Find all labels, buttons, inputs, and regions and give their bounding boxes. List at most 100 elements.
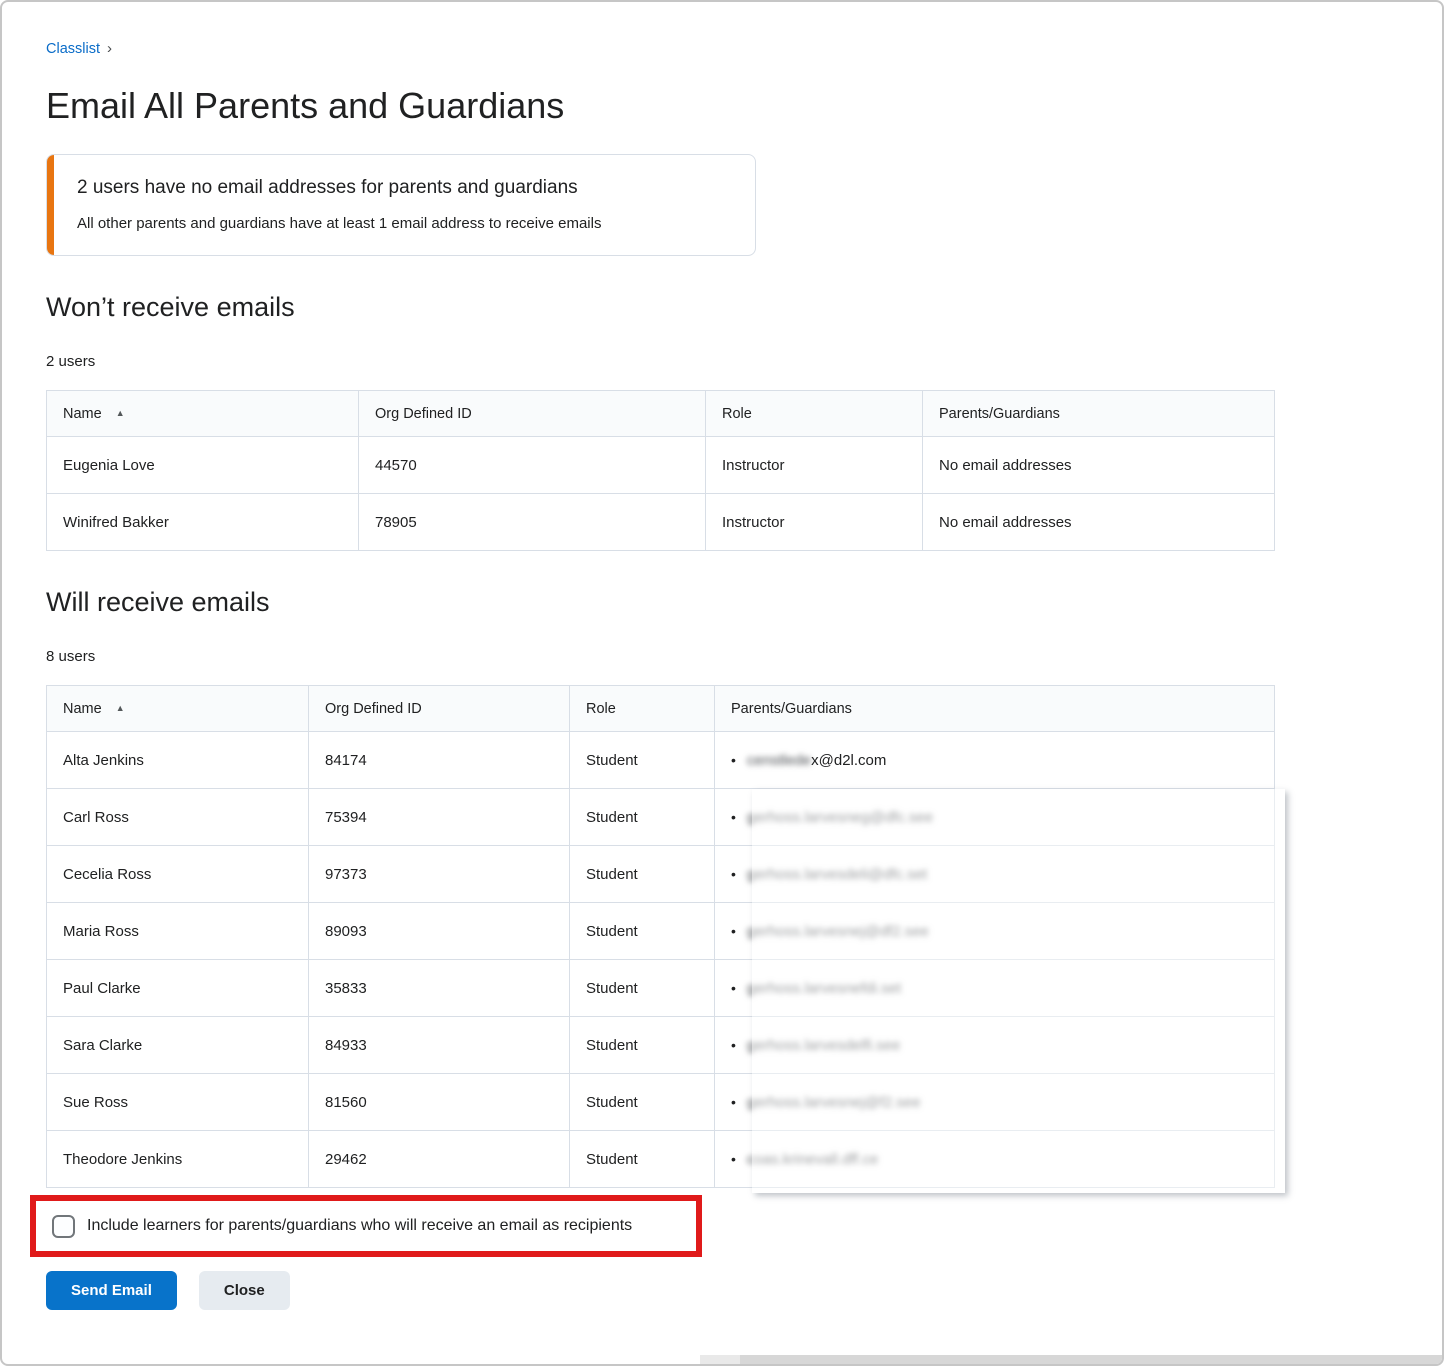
alert-banner: 2 users have no email addresses for pare… [46, 154, 756, 256]
cell-parents-email: • gerhoss.larvesdeli@dfc.set [714, 845, 1275, 903]
table-row: Cecelia Ross 97373 Student • gerhoss.larv… [46, 845, 1275, 903]
column-header-org-id: Org Defined ID [308, 685, 570, 732]
bullet-icon: • [731, 1150, 736, 1167]
table-row: Sue Ross 81560 Student • gerhoss.larvesne… [46, 1073, 1275, 1131]
column-header-parents: Parents/Guardians [922, 390, 1275, 437]
table-header-row: Name ▲ Org Defined ID Role Parents/Guardi… [46, 390, 1275, 437]
cell-org-id: 81560 [308, 1073, 570, 1131]
column-header-role: Role [569, 685, 715, 732]
blurred-email-text: gerhoss.larvesneg@dfc.see [746, 808, 934, 826]
red-annotation-box: Include learners for parents/guardians w… [30, 1195, 702, 1257]
table-header-row: Name ▲ Org Defined ID Role Parents/Guardi… [46, 685, 1275, 732]
cell-name: Paul Clarke [46, 959, 309, 1017]
sort-ascending-icon: ▲ [115, 407, 125, 418]
cell-org-id: 84174 [308, 731, 570, 789]
will-receive-heading: Will receive emails [46, 587, 270, 617]
cell-name: Eugenia Love [46, 436, 359, 494]
blurred-email-text: gerhoss.larvesdelfi.see [746, 1036, 901, 1054]
cell-parents-email: • censtledex@d2l.com [714, 731, 1275, 789]
table-row: Sara Clarke 84933 Student • gerhoss.larve… [46, 1016, 1275, 1074]
cell-name: Cecelia Ross [46, 845, 309, 903]
cell-role: Instructor [705, 493, 923, 551]
email-visible-suffix: x@d2l.com [811, 751, 887, 769]
will-receive-count: 8 users [46, 648, 96, 665]
breadcrumb-classlist-link[interactable]: Classlist [46, 41, 100, 57]
cell-parents: No email addresses [922, 493, 1275, 551]
cell-org-id: 89093 [308, 902, 570, 960]
cell-name: Maria Ross [46, 902, 309, 960]
cell-org-id: 29462 [308, 1130, 570, 1188]
alert-subtitle: All other parents and guardians have at … [77, 215, 602, 232]
cell-role: Student [569, 1073, 715, 1131]
column-header-name[interactable]: Name ▲ [46, 685, 309, 732]
cell-role: Student [569, 731, 715, 789]
cell-name: Theodore Jenkins [46, 1130, 309, 1188]
wont-receive-heading: Won’t receive emails [46, 292, 295, 322]
table-row: Theodore Jenkins 29462 Student • coas.kri… [46, 1130, 1275, 1188]
cell-role: Student [569, 1130, 715, 1188]
column-header-name[interactable]: Name ▲ [46, 390, 359, 437]
table-row: Alta Jenkins 84174 Student • censtledex@d… [46, 731, 1275, 789]
cell-role: Student [569, 845, 715, 903]
cell-parents-email: • gerhoss.larvesdelfi.see [714, 1016, 1275, 1074]
cell-name: Sara Clarke [46, 1016, 309, 1074]
cell-parents-email: • gerhoss.larvesnej@f2.see [714, 1073, 1275, 1131]
cell-parents: No email addresses [922, 436, 1275, 494]
cell-parents-email: • gerhoss.larvesnej@df2.see [714, 902, 1275, 960]
table-row: Winifred Bakker 78905 Instructor No emai… [46, 493, 1275, 551]
blurred-email-text: censtlede [746, 751, 812, 769]
column-header-role: Role [705, 390, 923, 437]
cell-role: Student [569, 959, 715, 1017]
cell-name: Alta Jenkins [46, 731, 309, 789]
cell-org-id: 44570 [358, 436, 706, 494]
cell-role: Student [569, 902, 715, 960]
cell-parents-email: • coas.krinevall.dff.ce [714, 1130, 1275, 1188]
main-content: Classlist › Email All Parents and Guardia… [30, 2, 1285, 1310]
blurred-email-text: gerhoss.larvesnej@f2.see [746, 1093, 921, 1111]
cell-org-id: 35833 [308, 959, 570, 1017]
bullet-icon: • [731, 1036, 736, 1053]
include-learners-checkbox[interactable] [52, 1214, 75, 1238]
action-buttons: Send Email Close [46, 1271, 1274, 1310]
bullet-icon: • [731, 808, 736, 825]
cell-parents-email: • gerhoss.larvesnefdi.set [714, 959, 1275, 1017]
blurred-email-text: coas.krinevall.dff.ce [746, 1150, 879, 1168]
table-row: Eugenia Love 44570 Instructor No email a… [46, 436, 1275, 494]
bullet-icon: • [731, 979, 736, 996]
column-header-parents: Parents/Guardians [714, 685, 1275, 732]
table-row: Carl Ross 75394 Student • gerhoss.larvesn… [46, 788, 1275, 846]
bullet-icon: • [731, 922, 736, 939]
scrollbar-track-stub [700, 1355, 740, 1364]
include-learners-label: Include learners for parents/guardians w… [87, 1217, 633, 1234]
table-row: Paul Clarke 35833 Student • gerhoss.larve… [46, 959, 1275, 1017]
cell-role: Instructor [705, 436, 923, 494]
breadcrumb: Classlist › [46, 40, 1274, 57]
cell-role: Student [569, 788, 715, 846]
cell-org-id: 97373 [308, 845, 570, 903]
cell-org-id: 75394 [308, 788, 570, 846]
cell-org-id: 84933 [308, 1016, 570, 1074]
bullet-icon: • [731, 751, 736, 768]
cell-name: Winifred Bakker [46, 493, 359, 551]
cell-name: Sue Ross [46, 1073, 309, 1131]
sort-ascending-icon: ▲ [115, 702, 125, 713]
wont-receive-count: 2 users [46, 353, 96, 370]
cell-name: Carl Ross [46, 788, 309, 846]
alert-title: 2 users have no email addresses for pare… [77, 177, 578, 198]
blurred-email-text: gerhoss.larvesnej@df2.see [746, 922, 929, 940]
cell-role: Student [569, 1016, 715, 1074]
horizontal-scrollbar[interactable] [740, 1355, 1442, 1364]
blurred-email-text: gerhoss.larvesnefdi.set [746, 979, 902, 997]
bullet-icon: • [731, 1093, 736, 1110]
will-receive-table: Name ▲ Org Defined ID Role Parents/Guardi… [46, 685, 1285, 1193]
send-email-button[interactable]: Send Email [46, 1271, 177, 1310]
table-row: Maria Ross 89093 Student • gerhoss.larves… [46, 902, 1275, 960]
close-button[interactable]: Close [198, 1271, 290, 1310]
blurred-email-text: gerhoss.larvesdeli@dfc.set [746, 865, 928, 883]
cell-parents-email: • gerhoss.larvesneg@dfc.see [714, 788, 1275, 846]
bullet-icon: • [731, 865, 736, 882]
wont-receive-table: Name ▲ Org Defined ID Role Parents/Guardi… [46, 390, 1275, 551]
column-header-org-id: Org Defined ID [358, 390, 706, 437]
breadcrumb-chevron-icon: › [106, 40, 112, 57]
